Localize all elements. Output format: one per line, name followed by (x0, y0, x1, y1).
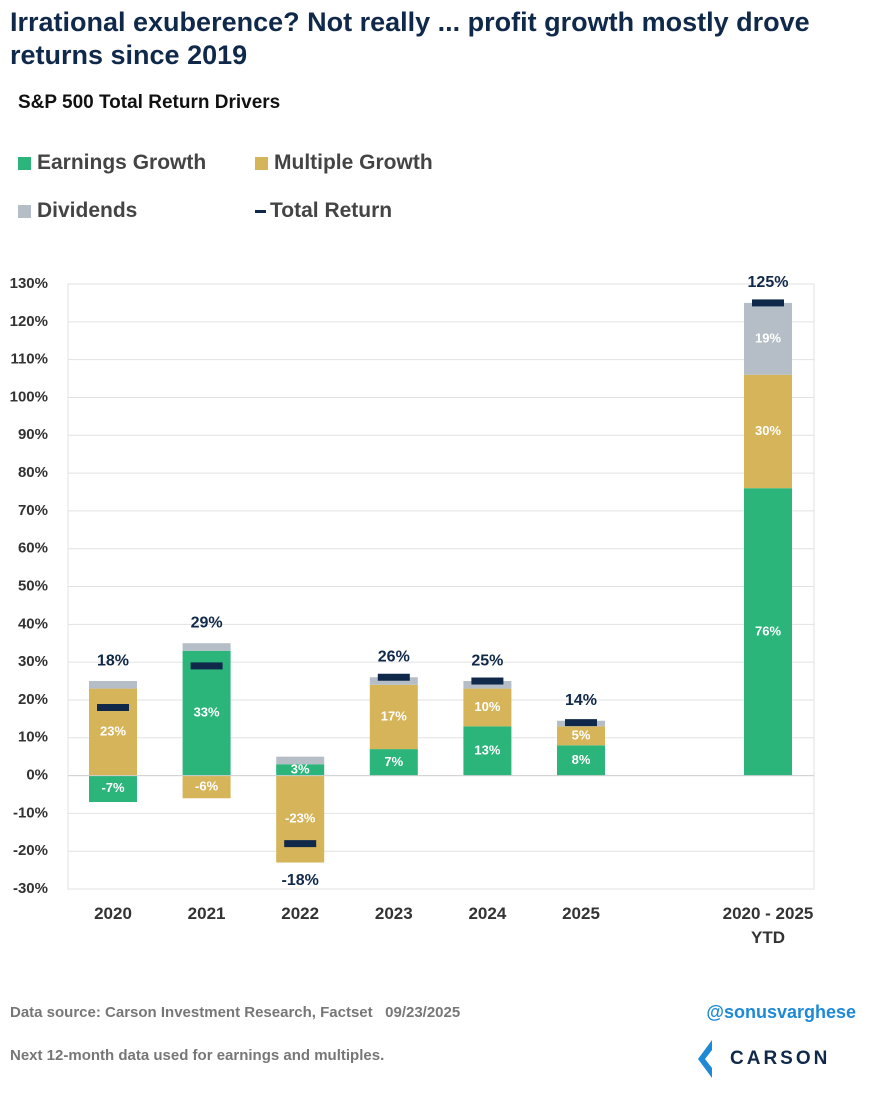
y-tick-label: 130% (10, 275, 48, 292)
footnote: Next 12-month data used for earnings and… (10, 1047, 385, 1064)
segment-label: -7% (101, 780, 125, 795)
segment-label: 5% (572, 727, 591, 742)
segment-label: -6% (195, 778, 219, 793)
total-label: 25% (471, 652, 503, 669)
y-tick-label: 120% (10, 313, 48, 330)
y-tick-label: 30% (18, 653, 48, 670)
legend-item: Multiple Growth (255, 151, 433, 175)
bar-segment (744, 488, 792, 776)
handle: @sonusvarghese (706, 1002, 856, 1022)
total-label: 14% (565, 692, 597, 709)
bar-segment (89, 681, 137, 689)
legend-label: Earnings Growth (37, 151, 207, 174)
total-label: 26% (378, 648, 410, 665)
logo-mark (698, 1040, 712, 1078)
bar-segment (276, 775, 325, 863)
bar-segment (369, 749, 418, 776)
y-tick-label: 10% (18, 729, 48, 746)
y-tick-label: 60% (18, 540, 48, 557)
bar-segment (89, 775, 137, 803)
segment-label: 17% (381, 708, 407, 723)
bar-segment (182, 643, 231, 651)
total-marker (565, 719, 597, 727)
segment-label: 8% (572, 752, 591, 767)
y-tick-label: 20% (18, 691, 48, 708)
x-tick-label: 2025 (562, 904, 600, 923)
segment-label: 3% (291, 761, 310, 776)
y-tick-label: 50% (18, 577, 48, 594)
legend-swatch (255, 209, 266, 213)
bar-segment (276, 756, 325, 765)
total-label: -18% (282, 872, 319, 889)
legend-item: Dividends (18, 199, 137, 223)
y-tick-label: 100% (10, 388, 48, 405)
y-tick-label: 90% (18, 426, 48, 443)
bar-segment (182, 650, 231, 776)
segment-label: 13% (474, 742, 500, 757)
x-tick-label: 2020 - 2025 YTD (722, 904, 814, 947)
x-tick-label: 2023 (374, 904, 413, 923)
segment-label: 33% (194, 705, 220, 720)
chart-subtitle: S&P 500 Total Return Drivers (18, 92, 281, 113)
legend-label: Dividends (37, 199, 138, 222)
x-tick-label: 2022 (281, 904, 320, 923)
segment-label: -23% (285, 810, 316, 825)
bar-segment (182, 775, 231, 799)
segment-label: 10% (474, 699, 500, 714)
total-marker (284, 840, 317, 848)
y-tick-label: 70% (18, 502, 48, 519)
y-tick-label: -10% (13, 804, 48, 821)
bar-segment (369, 684, 418, 750)
legend-label: Multiple Growth (274, 151, 433, 174)
bar-segment (89, 688, 137, 776)
bar-segment (463, 688, 512, 727)
legend-swatch (18, 156, 31, 170)
segment-label: 7% (384, 754, 403, 769)
total-marker (752, 299, 784, 307)
bar-segment (463, 681, 512, 689)
x-tick-label: 2021 (187, 904, 226, 923)
bar-segment (744, 374, 792, 489)
total-marker (377, 673, 410, 681)
total-label: 125% (748, 274, 789, 291)
total-marker (190, 662, 223, 670)
chart-title: Irrational exuberence? Not really ... pr… (10, 7, 810, 70)
total-label: 29% (191, 614, 223, 631)
bar-segment (369, 677, 418, 685)
segment-label: 23% (100, 724, 126, 739)
legend-swatch (255, 156, 268, 170)
x-tick-label: 2024 (468, 904, 507, 923)
y-tick-label: 0% (26, 767, 48, 784)
legend-item: Total Return (255, 199, 392, 223)
x-tick-label: 2020 (94, 904, 132, 923)
segment-label: 76% (755, 623, 781, 638)
legend-swatch (18, 204, 31, 218)
bar-segment (276, 764, 325, 776)
y-tick-label: 40% (18, 615, 48, 632)
y-tick-label: 80% (18, 464, 48, 481)
total-marker (471, 677, 504, 685)
source-note: Data source: Carson Investment Research,… (10, 1004, 461, 1021)
bar-segment (463, 726, 512, 776)
legend-label: Total Return (270, 199, 393, 222)
total-label: 18% (97, 652, 129, 669)
total-marker (97, 704, 129, 711)
y-tick-label: 110% (10, 351, 48, 368)
legend-item: Earnings Growth (18, 151, 206, 175)
bar-segment (557, 745, 605, 776)
bar-segment (744, 302, 792, 375)
segment-label: 30% (755, 423, 781, 438)
y-tick-label: -20% (13, 842, 48, 859)
logo-text: CARSON (730, 1048, 831, 1069)
bar-segment (557, 726, 605, 746)
y-tick-label: -30% (13, 880, 48, 897)
segment-label: 19% (755, 330, 781, 345)
